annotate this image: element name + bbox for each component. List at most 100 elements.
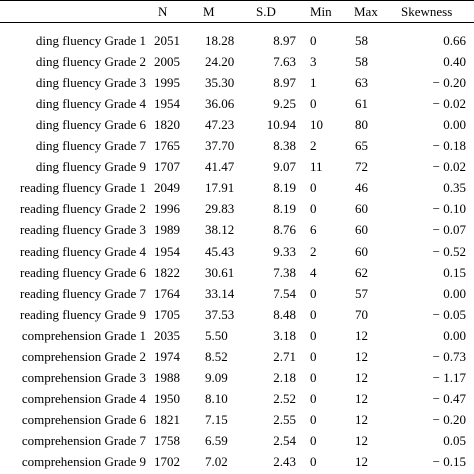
cell-m: 47.23 (205, 117, 235, 133)
cell-min: 11 (310, 159, 323, 175)
cell-min: 0 (310, 432, 317, 448)
row-label: ding fluency Grade 1 (0, 31, 146, 51)
header-max: Max (354, 4, 378, 19)
table-header-row: N M S.D Min Max Skewness (0, 2, 474, 22)
row-label-text: ding fluency Grade 1 (35, 33, 146, 48)
row-label-text: reading fluency Grade 6 (20, 264, 146, 280)
cell-m: 8.52 (205, 348, 228, 364)
cell-skewness: 0.40 (443, 54, 466, 70)
row-label: ding fluency Grade 4 (0, 94, 146, 114)
cell-sd: 2.54 (273, 432, 296, 448)
table-top-rule (0, 0, 474, 1)
cell-skewness: − 0.10 (432, 201, 466, 217)
table-row: ding fluency Grade 7 1765 37.70 8.38 2 65 − 0.… (0, 136, 474, 157)
table-row: comprehension Grade 1 2035 5.50 3.18 0 12 0.00 (0, 326, 474, 347)
cell-min: 2 (310, 243, 317, 259)
table-row: comprehension Grade 2 1974 8.52 2.71 0 12 − 0.… (0, 347, 474, 368)
cell-n: 1758 (154, 432, 180, 448)
table-row: reading fluency Grade 6 1822 30.61 7.38 4 62 0… (0, 263, 474, 284)
table-row: comprehension Grade 6 1821 7.15 2.55 0 12 − 0.… (0, 410, 474, 431)
cell-n: 1995 (154, 75, 180, 91)
cell-skewness: − 0.02 (432, 96, 466, 112)
cell-n: 1707 (154, 159, 180, 175)
row-label-text: ding fluency Grade 9 (35, 159, 146, 175)
cell-n: 1996 (154, 201, 180, 217)
table-row: comprehension Grade 4 1950 8.10 2.52 0 12 − 0.… (0, 389, 474, 410)
cell-min: 0 (310, 369, 317, 385)
cell-sd: 2.18 (273, 369, 296, 385)
cell-skewness: − 0.20 (432, 75, 466, 91)
cell-sd: 8.38 (273, 138, 296, 154)
cell-sd: 2.52 (273, 390, 296, 406)
cell-max: 12 (355, 390, 368, 406)
row-label: ding fluency Grade 6 (0, 115, 146, 135)
cell-m: 24.20 (205, 54, 235, 70)
row-label-text: ding fluency Grade 7 (35, 138, 146, 154)
header-sd: S.D (256, 4, 276, 19)
row-label: reading fluency Grade 9 (0, 305, 146, 325)
cell-n: 1820 (154, 117, 180, 133)
cell-n: 1765 (154, 138, 180, 154)
cell-m: 45.43 (205, 243, 235, 259)
cell-n: 1954 (154, 243, 180, 259)
cell-sd: 8.76 (273, 222, 296, 238)
table-row: ding fluency Grade 4 1954 36.06 9.25 0 61 − 0.… (0, 94, 474, 115)
cell-n: 1764 (154, 285, 180, 301)
cell-n: 1954 (154, 96, 180, 112)
cell-skewness: 0.05 (443, 432, 466, 448)
row-label: ding fluency Grade 7 (0, 136, 146, 156)
table-row: ding fluency Grade 2 2005 24.20 7.63 3 58 0.40 (0, 52, 474, 73)
header-m: M (203, 4, 215, 19)
cell-min: 0 (310, 454, 317, 469)
cell-sd: 2.55 (273, 411, 296, 427)
table-row: reading fluency Grade 7 1764 33.14 7.54 0 57 0… (0, 284, 474, 305)
row-label: ding fluency Grade 2 (0, 52, 146, 72)
row-label: reading fluency Grade 3 (0, 220, 146, 240)
cell-n: 2035 (154, 327, 180, 343)
cell-min: 0 (310, 180, 317, 196)
cell-n: 1974 (154, 348, 180, 364)
cell-max: 65 (355, 138, 368, 154)
cell-n: 1705 (154, 306, 180, 322)
cell-m: 37.53 (205, 306, 235, 322)
cell-max: 60 (355, 243, 368, 259)
table-row: comprehension Grade 3 1988 9.09 2.18 0 12 − 1.… (0, 368, 474, 389)
row-label-text: comprehension Grade 7 (21, 432, 146, 448)
cell-sd: 7.63 (273, 54, 296, 70)
row-label-text: reading fluency Grade 1 (20, 180, 146, 196)
cell-skewness: − 0.02 (432, 159, 466, 175)
row-label-text: reading fluency Grade 4 (20, 243, 146, 259)
cell-max: 12 (355, 327, 368, 343)
row-label-text: comprehension Grade 9 (21, 454, 146, 469)
row-label-text: comprehension Grade 6 (21, 411, 146, 427)
cell-min: 0 (310, 411, 317, 427)
cell-min: 2 (310, 138, 317, 154)
cell-skewness: 0.00 (443, 117, 466, 133)
table-row: ding fluency Grade 9 1707 41.47 9.07 11 72 − 0… (0, 157, 474, 178)
row-label: reading fluency Grade 6 (0, 263, 146, 283)
cell-max: 12 (355, 369, 368, 385)
cell-max: 62 (355, 264, 368, 280)
cell-n: 1989 (154, 222, 180, 238)
cell-min: 0 (310, 96, 317, 112)
cell-skewness: − 0.20 (432, 411, 466, 427)
cell-max: 58 (355, 33, 368, 48)
cell-sd: 7.38 (273, 264, 296, 280)
cell-sd: 8.19 (273, 180, 296, 196)
cell-m: 9.09 (205, 369, 228, 385)
header-n: N (158, 4, 168, 19)
header-min: Min (310, 4, 332, 19)
cell-skewness: − 0.07 (432, 222, 466, 238)
cell-max: 61 (355, 96, 368, 112)
cell-sd: 3.18 (273, 327, 296, 343)
row-label-text: comprehension Grade 4 (21, 390, 146, 406)
cell-n: 2049 (154, 180, 180, 196)
cell-m: 41.47 (205, 159, 235, 175)
table-header-rule (0, 22, 474, 23)
cell-m: 7.02 (205, 454, 228, 469)
cell-m: 17.91 (205, 180, 235, 196)
cell-sd: 8.97 (273, 75, 296, 91)
table-row: ding fluency Grade 6 1820 47.23 10.94 10 80 0.… (0, 115, 474, 136)
cell-min: 0 (310, 285, 317, 301)
